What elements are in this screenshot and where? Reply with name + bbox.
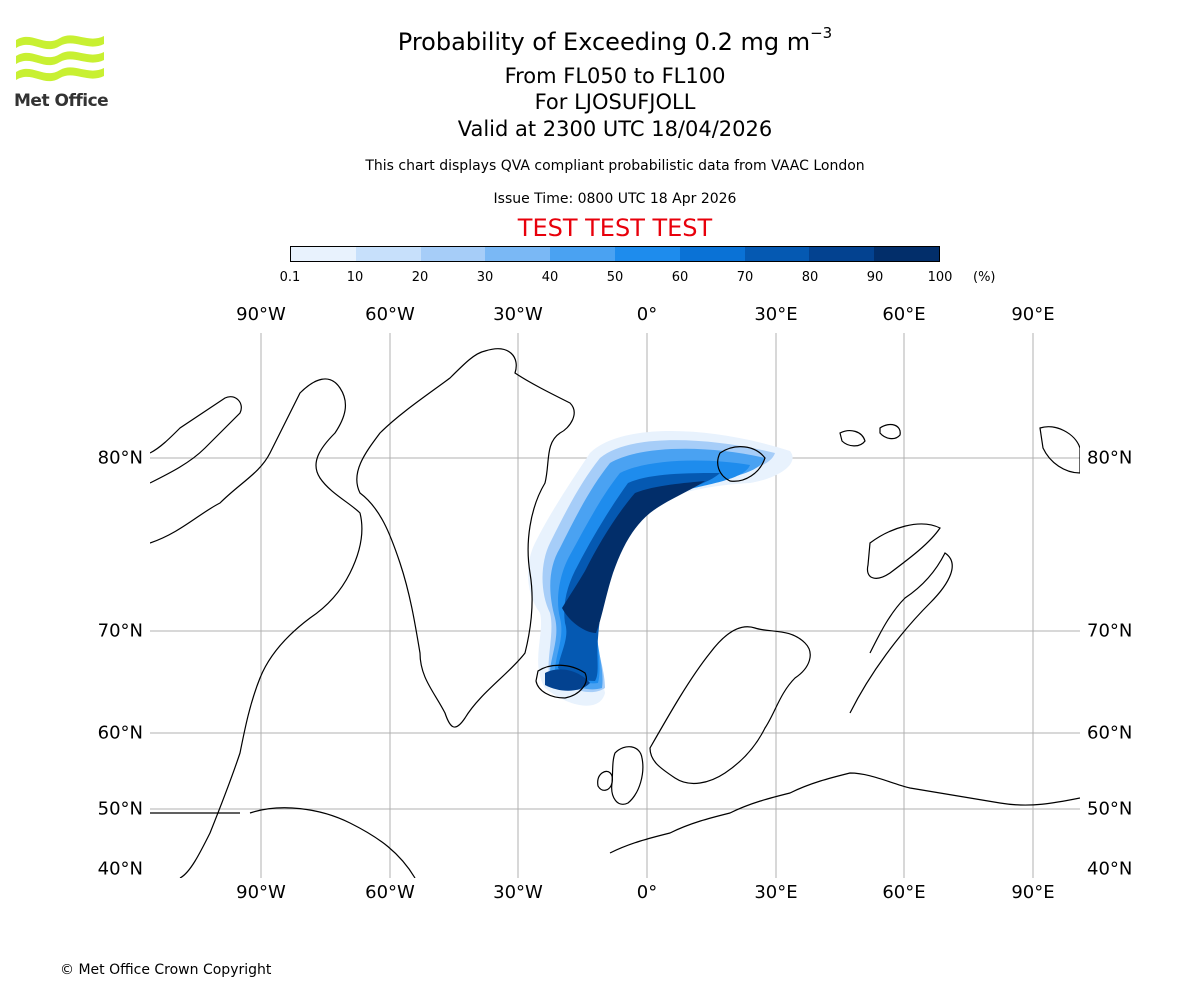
- chart-title: Probability of Exceeding 0.2 mg m−3: [397, 24, 833, 56]
- met-office-logo-text: Met Office: [14, 91, 109, 111]
- location-label: For LJOSUFJOLL: [534, 90, 696, 114]
- chart-description: This chart displays QVA compliant probab…: [365, 158, 865, 174]
- longitude-label: 30°E: [754, 304, 798, 325]
- longitude-label: 30°E: [754, 882, 798, 903]
- colorbar-tick-label: 90: [866, 270, 884, 285]
- longitude-label: 0°: [636, 882, 658, 903]
- colorbar-segment: [355, 247, 421, 261]
- colorbar-segment: [679, 247, 745, 261]
- colorbar-tick-label: 20: [411, 270, 429, 285]
- colorbar-segment: [809, 247, 875, 261]
- longitude-label: 60°E: [882, 304, 926, 325]
- longitude-label: 60°W: [365, 882, 415, 903]
- colorbar-tick-label: 40: [541, 270, 559, 285]
- latitude-label: 70°N: [1087, 620, 1133, 642]
- longitude-label: 30°W: [493, 882, 543, 903]
- latitude-label: 80°N: [1087, 447, 1133, 469]
- latitude-label: 50°N: [1087, 798, 1133, 820]
- copyright-notice: © Met Office Crown Copyright: [60, 962, 272, 978]
- longitude-label: 30°W: [493, 304, 543, 325]
- colorbar-segment: [420, 247, 486, 261]
- latitude-label: 80°N: [97, 447, 143, 469]
- colorbar-segment: [744, 247, 810, 261]
- coastlines: [150, 348, 1080, 878]
- longitude-label: 60°E: [882, 882, 926, 903]
- longitude-label: 90°W: [236, 304, 286, 325]
- latitude-label: 60°N: [97, 722, 143, 744]
- latitude-label: 40°N: [1087, 858, 1133, 880]
- colorbar: [290, 246, 940, 262]
- colorbar-segment: [874, 247, 939, 261]
- colorbar-segment: [485, 247, 551, 261]
- longitude-label: 90°E: [1011, 304, 1055, 325]
- colorbar-tick-label: 0.1: [279, 270, 301, 285]
- colorbar-tick-label: 70: [736, 270, 754, 285]
- level-range: From FL050 to FL100: [504, 64, 726, 88]
- latitude-label: 40°N: [97, 858, 143, 880]
- colorbar-tick-label: 50: [606, 270, 624, 285]
- latitude-label: 70°N: [97, 620, 143, 642]
- colorbar-segment: [550, 247, 615, 261]
- colorbar-segment: [614, 247, 680, 261]
- longitude-label: 90°E: [1011, 882, 1055, 903]
- latitude-label: 60°N: [1087, 722, 1133, 744]
- met-office-logo-icon: [16, 35, 104, 82]
- ash-probability-plume: [528, 431, 793, 706]
- longitude-label: 60°W: [365, 304, 415, 325]
- map-panel: [150, 333, 1080, 878]
- longitude-label: 0°: [636, 304, 658, 325]
- colorbar-tick-label: 100: [927, 270, 953, 285]
- colorbar-tick-label: 60: [671, 270, 689, 285]
- latitude-label: 50°N: [97, 798, 143, 820]
- longitude-label: 90°W: [236, 882, 286, 903]
- valid-time: Valid at 2300 UTC 18/04/2026: [457, 117, 773, 141]
- colorbar-unit: (%): [973, 270, 996, 285]
- test-banner: TEST TEST TEST: [517, 214, 713, 242]
- colorbar-tick-label: 10: [346, 270, 364, 285]
- colorbar-tick-label: 80: [801, 270, 819, 285]
- colorbar-tick-label: 30: [476, 270, 494, 285]
- colorbar-segment: [291, 247, 356, 261]
- issue-time: Issue Time: 0800 UTC 18 Apr 2026: [493, 191, 737, 207]
